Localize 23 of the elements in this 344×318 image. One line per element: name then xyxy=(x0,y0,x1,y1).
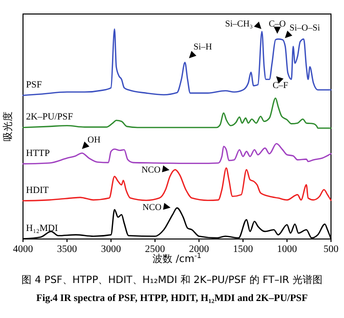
annotation: NCO xyxy=(142,202,162,212)
series-label: H₁₂MDI xyxy=(26,224,58,234)
x-axis-title: 波数 /cm$^{-1}$ xyxy=(152,252,202,265)
series-label: 2K–PU/PSF xyxy=(26,112,73,122)
annotation: Si–CH₃ xyxy=(225,18,253,28)
x-tick-label: 3500 xyxy=(57,244,77,256)
x-tick-label: 4000 xyxy=(13,244,33,256)
annotation: NCO xyxy=(141,164,161,174)
text: 图 4 PSF、HTPP、HDIT、H₁₂MDI 和 2K–PU/PSF 的 FT–IR 光谱图 xyxy=(22,274,322,286)
annotation: Si–H xyxy=(194,42,213,52)
y-axis-title: 吸光度 xyxy=(2,112,14,142)
x-tick-label: 500 xyxy=(324,244,338,256)
annotation: C–F xyxy=(272,80,288,90)
text: Fig.4 IR spectra of PSF, HTPP, HDIT, H₁₂MDI and 2K–PU/PSF xyxy=(36,293,308,304)
x-tick-label: 3000 xyxy=(101,244,121,256)
x-tick-label: 1000 xyxy=(277,244,297,256)
annotation: Si–O–Si xyxy=(289,22,320,32)
series-label: HDIT xyxy=(26,186,49,196)
x-tick-label: 1500 xyxy=(233,244,253,256)
annotation: OH xyxy=(88,134,102,144)
annotation: C–O xyxy=(268,18,286,29)
series-label: PSF xyxy=(26,80,42,90)
series-label: HTTP xyxy=(26,148,50,159)
